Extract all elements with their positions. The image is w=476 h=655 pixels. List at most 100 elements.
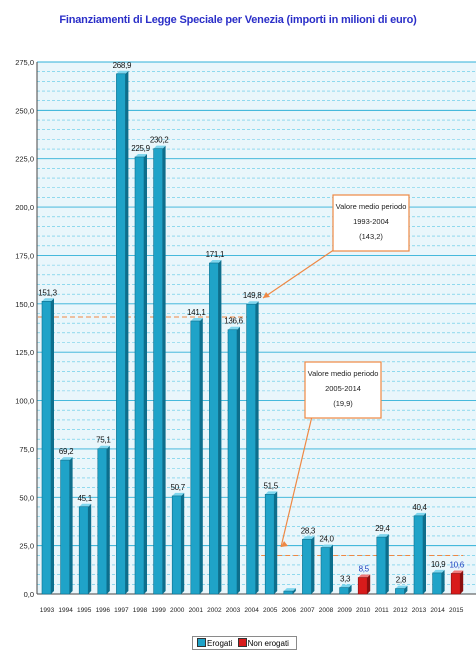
y-tick-label: 100,0 xyxy=(15,397,34,406)
data-label: 75,1 xyxy=(96,436,111,445)
bar-side xyxy=(404,585,408,594)
data-label: 51,5 xyxy=(264,481,279,490)
x-tick-label: 1999 xyxy=(151,607,166,614)
y-tick-label: 250,0 xyxy=(15,106,34,115)
legend-swatch-erogati xyxy=(197,638,206,647)
bar-side xyxy=(460,570,464,594)
x-tick-label: 1996 xyxy=(96,607,111,614)
bar-erogati xyxy=(209,262,219,595)
y-tick-label: 125,0 xyxy=(15,348,34,357)
y-tick-label: 175,0 xyxy=(15,251,34,260)
bar-top xyxy=(339,584,352,588)
data-label: 24,0 xyxy=(319,535,334,544)
bar-erogati xyxy=(395,588,405,595)
y-tick-label: 200,0 xyxy=(15,203,34,212)
bar-side xyxy=(181,492,185,594)
bar-erogati xyxy=(432,572,442,595)
bar-erogati xyxy=(413,515,424,595)
bar-side xyxy=(199,318,203,594)
bar-top xyxy=(116,70,129,74)
callout-text: 1993-2004 xyxy=(353,217,389,226)
bar-side xyxy=(367,574,371,594)
bar-side xyxy=(311,536,315,594)
x-tick-label: 2001 xyxy=(189,607,204,614)
bar-top xyxy=(432,569,445,573)
bar-erogati xyxy=(41,301,52,595)
callout-text: Valore medio periodo xyxy=(308,369,379,378)
callout-arrow xyxy=(280,411,314,548)
bar-side xyxy=(237,326,240,594)
bar-top xyxy=(451,570,464,574)
x-tick-label: 1997 xyxy=(114,607,129,614)
bar-top xyxy=(172,492,185,496)
bar-top xyxy=(358,574,371,578)
callout-arrowhead xyxy=(281,541,288,547)
data-label: 40,4 xyxy=(412,503,427,512)
y-tick-label: 225,0 xyxy=(15,155,34,164)
chart-title: Finanziamenti di Legge Speciale per Vene… xyxy=(59,14,417,26)
bar-non-erogati xyxy=(450,573,461,595)
bar-side xyxy=(218,259,222,594)
bar-erogati xyxy=(227,329,238,595)
callout-text: 2005-2014 xyxy=(325,384,361,393)
bar-top xyxy=(395,585,408,589)
callout-arrow xyxy=(262,244,342,299)
bar-top xyxy=(228,326,240,330)
x-tick-label: 2000 xyxy=(170,607,185,614)
bar-side xyxy=(125,70,129,595)
bar-side xyxy=(144,153,147,594)
y-tick-label: 150,0 xyxy=(15,300,34,309)
x-tick-label: 2008 xyxy=(319,607,334,614)
data-label: 10,6 xyxy=(450,560,465,569)
data-label: 268,9 xyxy=(113,61,132,70)
bar-top xyxy=(42,298,54,302)
bar-top xyxy=(190,318,203,322)
bar-erogati xyxy=(78,506,89,595)
x-tick-label: 1995 xyxy=(77,607,92,614)
x-tick-label: 2012 xyxy=(393,607,408,614)
bar-side xyxy=(292,588,296,594)
x-tick-label: 2014 xyxy=(430,607,445,614)
bar-side xyxy=(51,298,54,594)
callout-text: (19,9) xyxy=(333,399,353,408)
bar-top xyxy=(246,301,259,305)
bar-side xyxy=(69,457,73,594)
bar-side xyxy=(385,534,389,594)
bar-erogati xyxy=(264,494,275,595)
y-tick-label: 75,0 xyxy=(19,445,34,454)
bar-erogati xyxy=(339,587,349,595)
legend-item-erogati: Erogati xyxy=(197,638,232,648)
bar-side xyxy=(162,145,166,594)
y-tick-label: 275,0 xyxy=(15,58,34,67)
data-label: 50,7 xyxy=(171,483,186,492)
data-label: 149,8 xyxy=(243,291,262,300)
bar-side xyxy=(106,445,110,594)
x-tick-label: 1994 xyxy=(58,607,73,614)
callout-box xyxy=(332,194,410,252)
data-label: 10,9 xyxy=(431,560,446,569)
callout-text: Valore medio periodo xyxy=(336,202,407,211)
legend: Erogati Non erogati xyxy=(192,636,297,650)
data-label: 2,8 xyxy=(396,576,407,585)
x-tick-label: 2005 xyxy=(263,607,278,614)
bar-top xyxy=(302,536,315,540)
bar-top xyxy=(135,153,147,157)
legend-label-erogati: Erogati xyxy=(207,639,233,648)
y-tick-label: 0,0 xyxy=(24,590,34,599)
bar-top xyxy=(414,512,426,516)
bar-top xyxy=(97,445,110,449)
x-tick-label: 2006 xyxy=(282,607,297,614)
bar-top xyxy=(321,544,333,548)
x-tick-label: 2010 xyxy=(356,607,371,614)
bar-side xyxy=(274,491,278,594)
legend-swatch-non-erogati xyxy=(237,638,247,647)
data-label: 8,5 xyxy=(359,565,370,574)
data-label: 69,2 xyxy=(59,447,74,456)
data-label: 151,3 xyxy=(38,288,57,297)
x-tick-label: 2007 xyxy=(300,607,315,614)
x-tick-label: 2003 xyxy=(226,607,241,614)
x-tick-label: 2002 xyxy=(207,607,222,614)
data-label: 136,6 xyxy=(224,317,243,326)
y-tick-label: 50,0 xyxy=(19,493,34,502)
bar-side xyxy=(423,512,426,594)
